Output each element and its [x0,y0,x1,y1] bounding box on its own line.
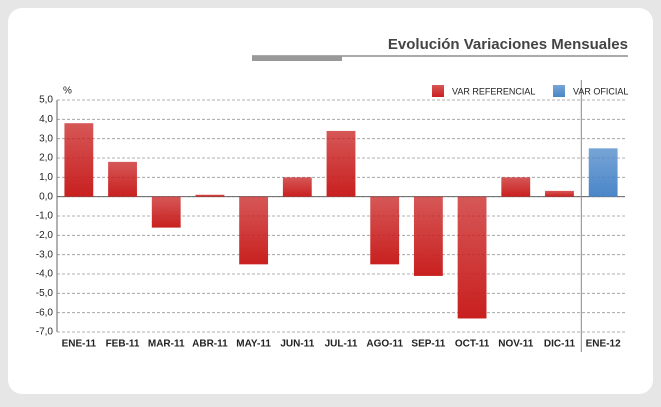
y-tick-label: 2,0 [39,153,53,164]
y-tick-label: 3,0 [39,133,53,144]
x-tick-label: OCT-11 [455,339,490,350]
x-tick-label: AGO-11 [366,339,403,350]
y-tick-label: -4,0 [36,269,54,280]
x-tick-label: ENE-11 [62,339,97,350]
x-tick-label: NOV-11 [498,339,533,350]
bar [545,190,574,197]
legend-swatch [432,85,444,97]
x-tick-label: ENE-12 [586,339,621,350]
chart-title: Evolución Variaciones Mensuales [388,36,628,53]
bar [370,196,400,265]
x-tick-label: MAR-11 [148,339,185,350]
bar [588,148,618,197]
bar [195,194,225,197]
bar [239,196,269,265]
bar [326,130,356,197]
bar [413,196,443,276]
y-tick-label: 0,0 [39,191,53,202]
x-tick-label: MAY-11 [236,339,271,350]
y-tick-label: 5,0 [39,95,53,106]
x-tick-label: DIC-11 [544,339,576,350]
y-tick-label: -2,0 [36,230,54,241]
title-rule-accent [252,56,342,61]
legend-swatch [553,85,565,97]
y-tick-label: -5,0 [36,288,54,299]
y-tick-label: -7,0 [36,327,54,338]
x-tick-label: SEP-11 [411,339,445,350]
x-tick-label: JUL-11 [325,339,358,350]
panel [8,8,653,394]
y-tick-label: -3,0 [36,249,54,260]
bar [457,196,487,319]
bar [64,123,94,197]
legend-label: VAR OFICIAL [573,86,628,96]
y-tick-label: 1,0 [39,172,53,183]
bar [151,196,181,228]
x-tick-label: ABR-11 [192,339,228,350]
x-tick-label: FEB-11 [106,339,140,350]
bar [282,177,312,197]
y-axis-label: % [63,86,72,97]
x-tick-label: JUN-11 [280,339,314,350]
y-tick-label: -1,0 [36,211,54,222]
y-tick-label: -6,0 [36,307,54,318]
bar [501,177,531,197]
bar [108,161,137,197]
y-tick-label: 4,0 [39,114,53,125]
legend-label: VAR REFERENCIAL [452,86,535,96]
